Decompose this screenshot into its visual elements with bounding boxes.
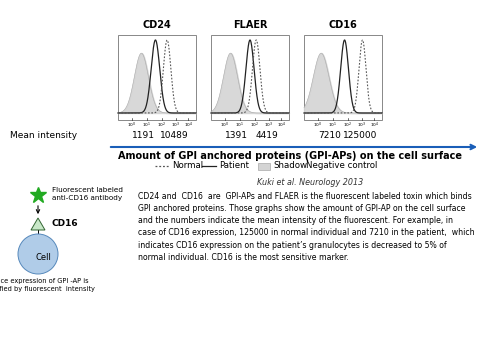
Text: 1391: 1391 <box>225 131 248 140</box>
Text: 7210: 7210 <box>318 131 341 140</box>
Text: Kuki et al. Neurology 2013: Kuki et al. Neurology 2013 <box>257 178 363 187</box>
Text: $10^0$: $10^0$ <box>128 121 136 130</box>
Text: CD16: CD16 <box>51 219 78 228</box>
Text: 125000: 125000 <box>343 131 378 140</box>
Text: $10^1$: $10^1$ <box>142 121 152 130</box>
Text: Cell: Cell <box>35 253 51 262</box>
Text: $10^2$: $10^2$ <box>343 121 352 130</box>
Text: $10^4$: $10^4$ <box>370 121 379 130</box>
Bar <box>258 163 270 170</box>
Text: Normal: Normal <box>172 162 203 171</box>
Text: 1191: 1191 <box>132 131 155 140</box>
Bar <box>118 35 196 120</box>
Text: $10^1$: $10^1$ <box>328 121 338 130</box>
Text: $10^1$: $10^1$ <box>235 121 244 130</box>
Text: Negative control: Negative control <box>306 162 378 171</box>
Circle shape <box>18 234 58 274</box>
Text: $10^4$: $10^4$ <box>276 121 286 130</box>
Bar <box>304 35 382 120</box>
Text: Surface expression of GPI -AP is
quantified by fluorescent  intensity: Surface expression of GPI -AP is quantif… <box>0 278 94 291</box>
Polygon shape <box>31 218 45 230</box>
Text: $10^3$: $10^3$ <box>357 121 366 130</box>
Text: $10^2$: $10^2$ <box>250 121 260 130</box>
Text: Amount of GPI anchored proteins (GPI-APs) on the cell surface: Amount of GPI anchored proteins (GPI-APs… <box>118 151 462 161</box>
Text: $10^4$: $10^4$ <box>184 121 193 130</box>
Text: $10^2$: $10^2$ <box>157 121 166 130</box>
Text: $10^3$: $10^3$ <box>264 121 274 130</box>
Text: CD24: CD24 <box>142 20 172 30</box>
Text: Mean intensity: Mean intensity <box>10 131 77 140</box>
Text: CD16: CD16 <box>328 20 358 30</box>
Text: Shadow: Shadow <box>273 162 307 171</box>
Text: Patient: Patient <box>219 162 249 171</box>
Text: FLAER: FLAER <box>233 20 267 30</box>
Text: 10489: 10489 <box>160 131 188 140</box>
Text: $10^0$: $10^0$ <box>314 121 322 130</box>
Bar <box>211 35 289 120</box>
Text: $10^3$: $10^3$ <box>171 121 180 130</box>
Text: 4419: 4419 <box>256 131 278 140</box>
Text: CD24 and  CD16  are  GPI-APs and FLAER is the fluorescent labeled toxin which bi: CD24 and CD16 are GPI-APs and FLAER is t… <box>138 192 474 262</box>
Text: $10^0$: $10^0$ <box>220 121 230 130</box>
Text: Fluorescent labeled
anti-CD16 antibody: Fluorescent labeled anti-CD16 antibody <box>52 187 123 201</box>
